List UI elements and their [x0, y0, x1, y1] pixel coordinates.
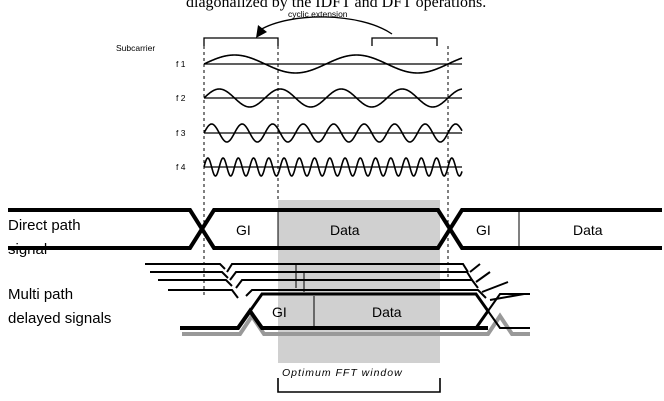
multipath-label: Multi path delayed signals	[8, 286, 111, 328]
direct-symbol-1	[199, 208, 453, 250]
fft-window-label: Optimum FFT window	[282, 367, 403, 379]
direct-gi-1: GI	[236, 222, 251, 238]
subcarrier-f1-label: f 1	[176, 59, 186, 69]
echo-3-top	[235, 279, 479, 289]
multipath-data: Data	[372, 304, 402, 320]
echo-2-prev	[150, 271, 229, 279]
direct-data-2: Data	[573, 222, 603, 238]
delayed-next-top	[487, 293, 530, 312]
echo-1-top	[226, 263, 469, 273]
direct-path-signal	[8, 208, 662, 250]
multipath-delayed-signals	[145, 263, 530, 336]
echo-3-prev	[158, 279, 233, 287]
direct-path-dividers	[277, 210, 520, 248]
cyclic-extension-brackets	[203, 16, 438, 46]
delayed-symbol-top	[248, 292, 490, 329]
direct-gi-2: GI	[476, 222, 491, 238]
subcarrier-f4-label: f 4	[176, 162, 186, 172]
echo-3-next	[481, 281, 509, 293]
subcarrier-wave-f2	[203, 88, 463, 108]
cyclic-extension-arrowhead	[256, 25, 267, 38]
echo-1-prev	[145, 263, 226, 270]
subcarrier-f2-label: f 2	[176, 93, 186, 103]
multipath-dividers	[295, 264, 315, 326]
subcarrier-wave-f1	[203, 54, 463, 74]
symbol-boundary-markers	[203, 46, 449, 298]
echo-1-next	[469, 263, 481, 273]
direct-path-label: Direct path signal	[8, 217, 81, 259]
subcarrier-label: Subcarrier	[116, 43, 155, 53]
direct-data-1: Data	[330, 222, 360, 238]
multipath-gi: GI	[272, 304, 287, 320]
delayed-next-bottom	[487, 310, 530, 329]
subcarrier-wave-f3	[203, 123, 463, 143]
echo-2-next	[475, 271, 491, 283]
multipath-label-line2: delayed signals	[8, 310, 112, 327]
subcarrier-wave-f4	[203, 157, 463, 177]
cyclic-extension-arrow	[259, 16, 393, 35]
echo-4-prev	[168, 289, 239, 299]
echo-4-top	[245, 289, 487, 299]
direct-path-label-line1: Direct path	[8, 217, 81, 234]
cyclic-extension-label: cyclic extension	[288, 9, 348, 19]
subcarrier-axes	[204, 63, 462, 168]
multipath-label-line1: Multi path	[8, 286, 74, 303]
direct-path-label-line2: signal	[8, 241, 48, 258]
subcarrier-f3-label: f 3	[176, 128, 186, 138]
fft-window-bracket	[277, 378, 441, 393]
direct-symbol-2	[447, 208, 662, 250]
caption-fragment: diagonalized by the IDFT and DFT operati…	[186, 0, 487, 11]
gi-bracket	[203, 37, 279, 46]
echo-2-top	[229, 271, 473, 281]
echo-shadow-bottom	[182, 312, 530, 336]
tail-bracket	[371, 37, 438, 46]
